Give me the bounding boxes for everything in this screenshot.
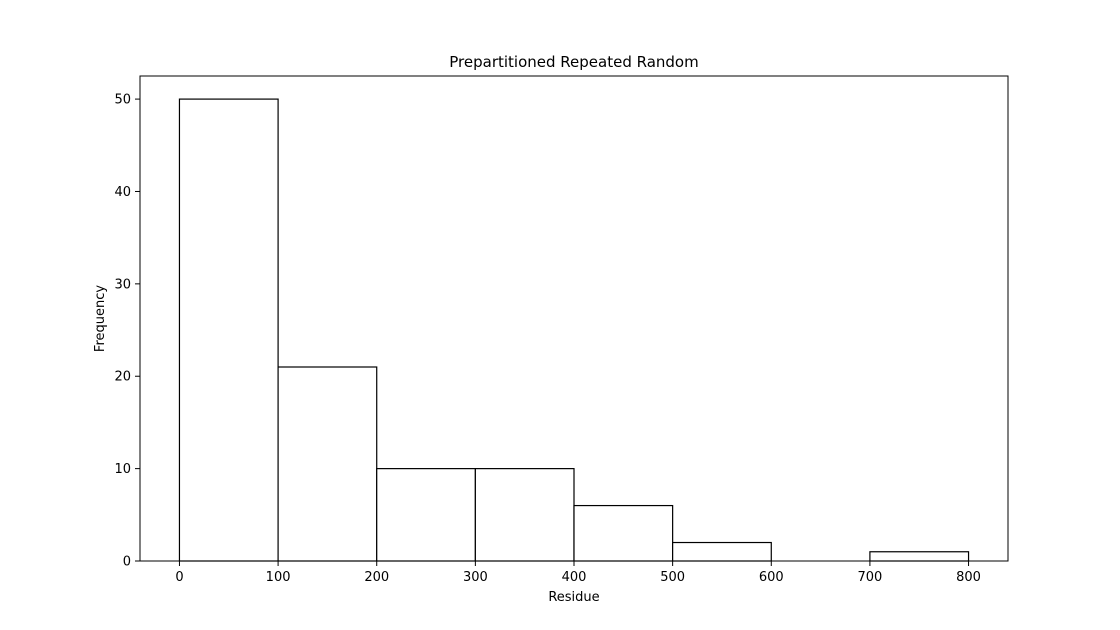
x-tick-label: 300	[463, 570, 488, 585]
y-tick-label: 20	[114, 370, 131, 385]
bars-group	[178, 98, 970, 562]
y-axis-ticks: 0 10 20 30 40 50	[114, 93, 140, 570]
histogram-bar-400-500	[573, 504, 674, 562]
x-tick-label: 0	[175, 570, 183, 585]
x-tick-label: 500	[660, 570, 685, 585]
y-tick-label: 10	[114, 462, 131, 477]
histogram-bar-300-400	[474, 468, 575, 562]
histogram-bar-100-200	[277, 366, 378, 562]
y-tick-label: 50	[114, 93, 131, 108]
x-tick-label: 800	[956, 570, 981, 585]
chart-title: Prepartitioned Repeated Random	[449, 53, 698, 71]
x-tick-label: 100	[266, 570, 291, 585]
x-tick-label: 600	[759, 570, 784, 585]
histogram-bar-700-800	[869, 551, 970, 562]
histogram-bar-200-300	[376, 468, 476, 562]
x-tick-label: 400	[562, 570, 587, 585]
y-tick-label: 0	[123, 555, 131, 570]
x-axis-ticks: 0 100 200 300 400 500 600 700 800	[175, 561, 981, 585]
x-tick-label: 200	[364, 570, 389, 585]
y-axis-label: Frequency	[93, 285, 108, 352]
histogram-bar-0-100	[178, 98, 279, 562]
y-tick-label: 40	[114, 185, 131, 200]
histogram-bar-500-600	[672, 541, 772, 562]
x-tick-label: 700	[857, 570, 882, 585]
y-tick-label: 30	[114, 277, 131, 292]
x-axis-label: Residue	[548, 590, 599, 605]
